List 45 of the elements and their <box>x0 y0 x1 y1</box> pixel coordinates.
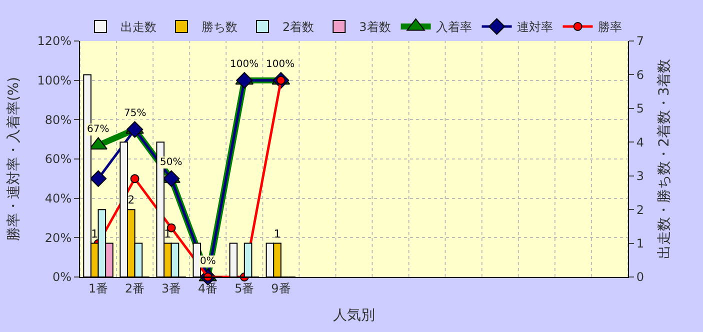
y2-tick-label: 1 <box>636 236 644 250</box>
legend-label: 出走数 <box>120 20 156 34</box>
y2-tick-label: 3 <box>636 169 644 184</box>
x-tick-label: 1番 <box>88 281 108 296</box>
data-label: 0% <box>200 256 216 267</box>
x-tick-label: 2番 <box>124 281 145 296</box>
legend-label: 連対率 <box>516 20 553 34</box>
y-axis-title: 勝率・連対率・入着率(%) <box>6 76 22 242</box>
data-label: 1 <box>274 227 281 240</box>
y2-tick-label: 4 <box>636 135 644 150</box>
data-label: 50% <box>160 157 182 168</box>
legend-label: 勝率 <box>598 20 622 34</box>
legend-label: 入着率 <box>436 20 472 34</box>
y-tick-label: 0% <box>52 270 72 284</box>
y2-axis-title: 出走数・勝ち数・2着数・3着数 <box>656 59 672 259</box>
x-tick-label: 9番 <box>271 281 291 296</box>
point <box>130 174 140 184</box>
y2-tick-label: 5 <box>636 102 644 116</box>
data-label: 1 <box>164 227 172 240</box>
point <box>163 170 180 187</box>
y2-tick-label: 0 <box>636 270 644 284</box>
point <box>90 170 107 187</box>
data-label: 67% <box>87 124 110 135</box>
legend-label: 勝ち数 <box>202 20 238 34</box>
x-axis-title: 人気別 <box>333 308 375 324</box>
legend-label: 3着数 <box>359 20 391 34</box>
y-tick-label: 40% <box>44 192 72 206</box>
y2-tick-label: 7 <box>636 34 644 48</box>
data-label: 100% <box>266 59 295 70</box>
data-label: 1 <box>91 227 98 240</box>
x-tick-label: 5番 <box>234 281 254 296</box>
point <box>236 72 253 89</box>
x-tick-label: 3番 <box>162 281 182 296</box>
y-tick-label: 80% <box>44 112 72 127</box>
legend-label: 2着数 <box>282 20 314 34</box>
y-tick-label: 60% <box>44 152 72 166</box>
data-label: 2 <box>128 194 135 207</box>
y-tick-label: 100% <box>37 74 72 88</box>
y2-tick-label: 2 <box>636 202 644 217</box>
y-tick-label: 20% <box>44 230 72 245</box>
data-label: 75% <box>124 108 146 119</box>
y2-tick-label: 6 <box>636 68 644 82</box>
data-label: 100% <box>230 59 259 70</box>
x-tick-label: 4番 <box>198 281 218 296</box>
y-tick-label: 120% <box>37 34 72 48</box>
